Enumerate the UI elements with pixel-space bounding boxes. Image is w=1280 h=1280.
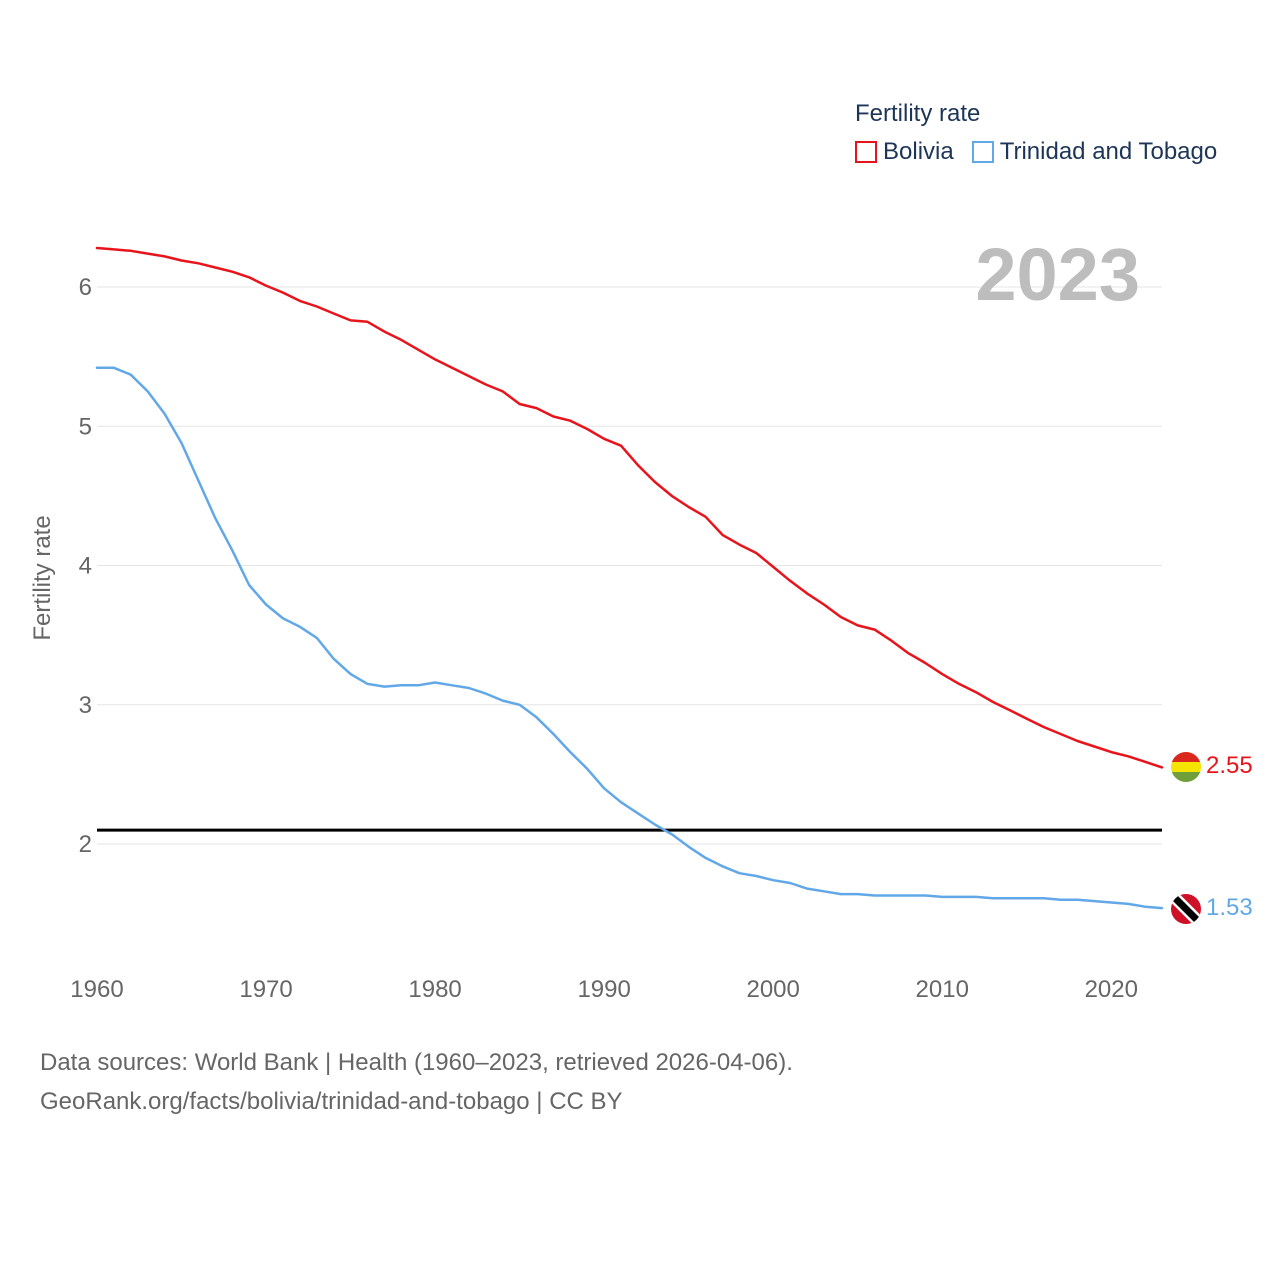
y-tick-label: 5 (79, 413, 92, 440)
x-tick-label: 2010 (916, 976, 969, 1003)
x-tick-label: 1960 (70, 976, 123, 1003)
x-axis-ticks: 1960 1970 1980 1990 2000 2010 2020 (70, 976, 1138, 1003)
grid-lines (97, 286, 1162, 845)
legend-items: Bolivia Trinidad and Tobago (855, 138, 1235, 166)
legend-label-trinidad-and-tobago: Trinidad and Tobago (999, 138, 1218, 165)
x-tick-label: 1990 (577, 976, 630, 1003)
series-line-trinidad-and-tobago (95, 366, 1164, 910)
bolivia-flag-icon (1171, 752, 1201, 782)
y-axis-title: Fertility rate (29, 515, 56, 640)
legend-swatch-trinidad-and-tobago (971, 141, 994, 163)
footer-sources: Data sources: World Bank | Health (1960–… (40, 1049, 793, 1076)
legend-swatch-bolivia (855, 141, 877, 163)
footer-link[interactable]: GeoRank.org/facts/bolivia/trinidad-and-t… (40, 1088, 623, 1115)
footer: Data sources: World Bank | Health (1960–… (40, 1043, 793, 1121)
x-tick-label: 2000 (746, 976, 799, 1003)
tt-end-value: 1.53 (1206, 894, 1253, 921)
x-tick-label: 1970 (239, 976, 292, 1003)
x-tick-label: 2020 (1085, 976, 1138, 1003)
legend-title: Fertility rate (855, 100, 981, 127)
legend: Fertility rate Bolivia Trinidad and Toba… (855, 100, 1235, 166)
y-tick-label: 6 (79, 274, 92, 301)
legend-item-bolivia[interactable]: Bolivia (855, 138, 954, 166)
trinidad-and-tobago-flag-icon (1171, 894, 1201, 924)
series-lines (95, 246, 1164, 910)
y-axis-ticks: 2 3 4 5 6 (79, 274, 92, 858)
y-tick-label: 3 (79, 692, 92, 719)
year-label: 2023 (975, 233, 1140, 316)
y-tick-label: 4 (79, 553, 92, 580)
bolivia-end-value: 2.55 (1206, 752, 1253, 779)
y-tick-label: 2 (79, 831, 92, 858)
series-line-bolivia (95, 246, 1164, 769)
x-tick-label: 1980 (408, 976, 461, 1003)
legend-item-trinidad-and-tobago[interactable]: Trinidad and Tobago (971, 138, 1218, 166)
legend-label-bolivia: Bolivia (883, 138, 954, 165)
